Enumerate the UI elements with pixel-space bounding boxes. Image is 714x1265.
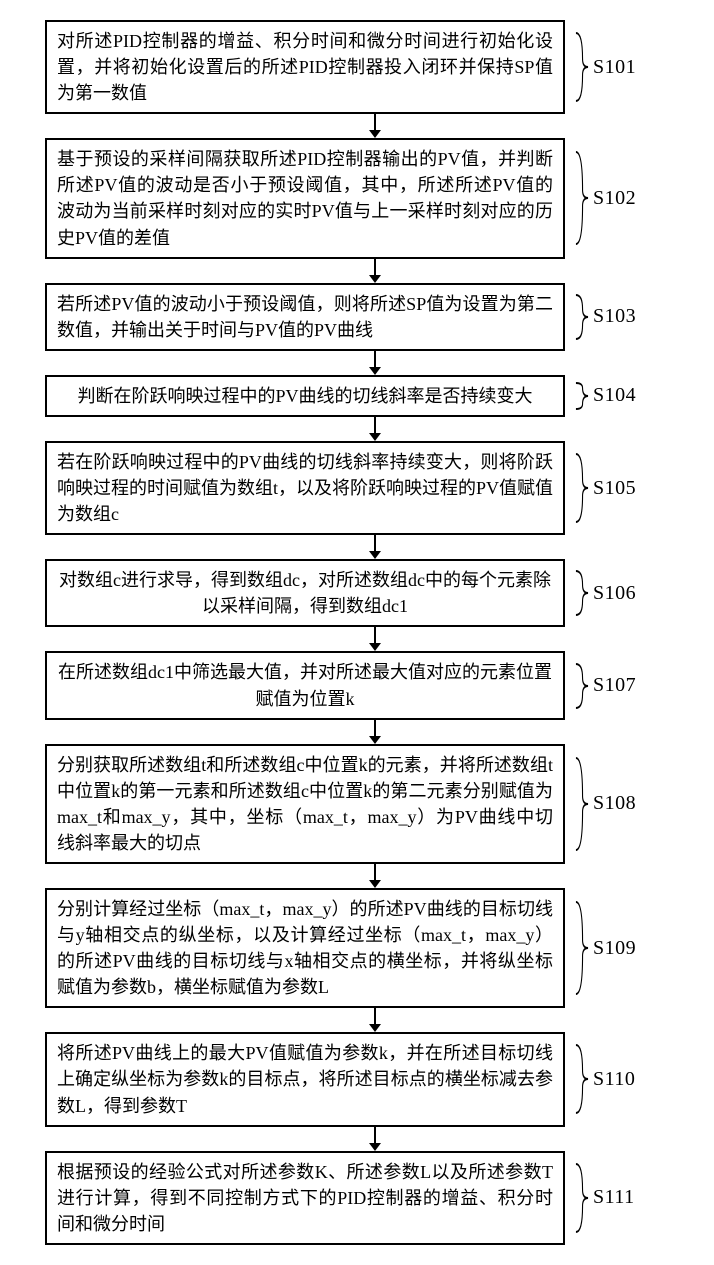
flow-box: 对数组c进行求导，得到数组dc，对所述数组dc中的每个元素除以采样间隔，得到数组… [45, 559, 565, 627]
arrow-down-icon [115, 720, 635, 744]
brace-icon [575, 569, 589, 617]
step-label-wrap: S103 [569, 293, 636, 341]
flow-step: 分别获取所述数组t和所述数组c中位置k的元素，并将所述数组t中位置k的第一元素和… [10, 744, 704, 864]
flow-box: 根据预设的经验公式对所述参数K、所述参数L以及所述参数T进行计算，得到不同控制方… [45, 1151, 565, 1245]
flow-box: 分别计算经过坐标（max_t，max_y）的所述PV曲线的目标切线与y轴相交点的… [45, 888, 565, 1008]
step-label: S104 [593, 384, 636, 407]
step-label: S101 [593, 56, 636, 79]
arrow-down-icon [115, 535, 635, 559]
arrow-down-icon [115, 351, 635, 375]
step-label: S102 [593, 187, 636, 210]
step-label: S108 [593, 792, 636, 815]
step-label: S105 [593, 477, 636, 500]
flow-step: 若在阶跃响映过程中的PV曲线的切线斜率持续变大，则将阶跃响映过程的时间赋值为数组… [10, 441, 704, 535]
step-label: S106 [593, 582, 636, 605]
arrow-down-icon [115, 864, 635, 888]
step-label-wrap: S104 [569, 381, 636, 411]
step-label-wrap: S105 [569, 452, 636, 524]
flow-step: 判断在阶跃响映过程中的PV曲线的切线斜率是否持续变大 S104 [10, 375, 704, 417]
brace-icon [575, 1043, 589, 1115]
brace-icon [575, 662, 589, 710]
flow-step: 将所述PV曲线上的最大PV值赋值为参数k，并在所述目标切线上确定纵坐标为参数k的… [10, 1032, 704, 1126]
brace-icon [575, 452, 589, 524]
brace-icon [575, 756, 589, 852]
brace-icon [575, 31, 589, 103]
step-label-wrap: S110 [569, 1043, 635, 1115]
brace-icon [575, 150, 589, 246]
flow-step: 分别计算经过坐标（max_t，max_y）的所述PV曲线的目标切线与y轴相交点的… [10, 888, 704, 1008]
flow-box: 在所述数组dc1中筛选最大值，并对所述最大值对应的元素位置赋值为位置k [45, 651, 565, 719]
step-label-wrap: S101 [569, 31, 636, 103]
flow-step: 对数组c进行求导，得到数组dc，对所述数组dc中的每个元素除以采样间隔，得到数组… [10, 559, 704, 627]
flow-step: 基于预设的采样间隔获取所述PID控制器输出的PV值，并判断所述PV值的波动是否小… [10, 138, 704, 258]
step-label: S103 [593, 305, 636, 328]
step-label-wrap: S107 [569, 662, 636, 710]
flow-box: 对所述PID控制器的增益、积分时间和微分时间进行初始化设置，并将初始化设置后的所… [45, 20, 565, 114]
flow-box: 将所述PV曲线上的最大PV值赋值为参数k，并在所述目标切线上确定纵坐标为参数k的… [45, 1032, 565, 1126]
brace-icon [575, 1162, 589, 1234]
step-label-wrap: S109 [569, 900, 636, 996]
flow-box: 判断在阶跃响映过程中的PV曲线的切线斜率是否持续变大 [45, 375, 565, 417]
flow-box: 基于预设的采样间隔获取所述PID控制器输出的PV值，并判断所述PV值的波动是否小… [45, 138, 565, 258]
arrow-down-icon [115, 627, 635, 651]
flow-step: 若所述PV值的波动小于预设阈值，则将所述SP值为设置为第二数值，并输出关于时间与… [10, 283, 704, 351]
arrow-down-icon [115, 259, 635, 283]
arrow-down-icon [115, 417, 635, 441]
step-label-wrap: S108 [569, 756, 636, 852]
step-label-wrap: S102 [569, 150, 636, 246]
step-label: S109 [593, 937, 636, 960]
arrow-down-icon [115, 114, 635, 138]
flow-step: 对所述PID控制器的增益、积分时间和微分时间进行初始化设置，并将初始化设置后的所… [10, 20, 704, 114]
step-label: S111 [593, 1186, 635, 1209]
arrow-down-icon [115, 1127, 635, 1151]
flow-box: 若所述PV值的波动小于预设阈值，则将所述SP值为设置为第二数值，并输出关于时间与… [45, 283, 565, 351]
step-label-wrap: S106 [569, 569, 636, 617]
arrow-down-icon [115, 1008, 635, 1032]
brace-icon [575, 900, 589, 996]
flow-step: 根据预设的经验公式对所述参数K、所述参数L以及所述参数T进行计算，得到不同控制方… [10, 1151, 704, 1245]
flow-step: 在所述数组dc1中筛选最大值，并对所述最大值对应的元素位置赋值为位置k S107 [10, 651, 704, 719]
step-label: S107 [593, 674, 636, 697]
brace-icon [575, 381, 589, 411]
flow-box: 若在阶跃响映过程中的PV曲线的切线斜率持续变大，则将阶跃响映过程的时间赋值为数组… [45, 441, 565, 535]
flow-box: 分别获取所述数组t和所述数组c中位置k的元素，并将所述数组t中位置k的第一元素和… [45, 744, 565, 864]
step-label-wrap: S111 [569, 1162, 635, 1234]
flowchart-root: 对所述PID控制器的增益、积分时间和微分时间进行初始化设置，并将初始化设置后的所… [10, 20, 704, 1245]
brace-icon [575, 293, 589, 341]
step-label: S110 [593, 1068, 635, 1091]
